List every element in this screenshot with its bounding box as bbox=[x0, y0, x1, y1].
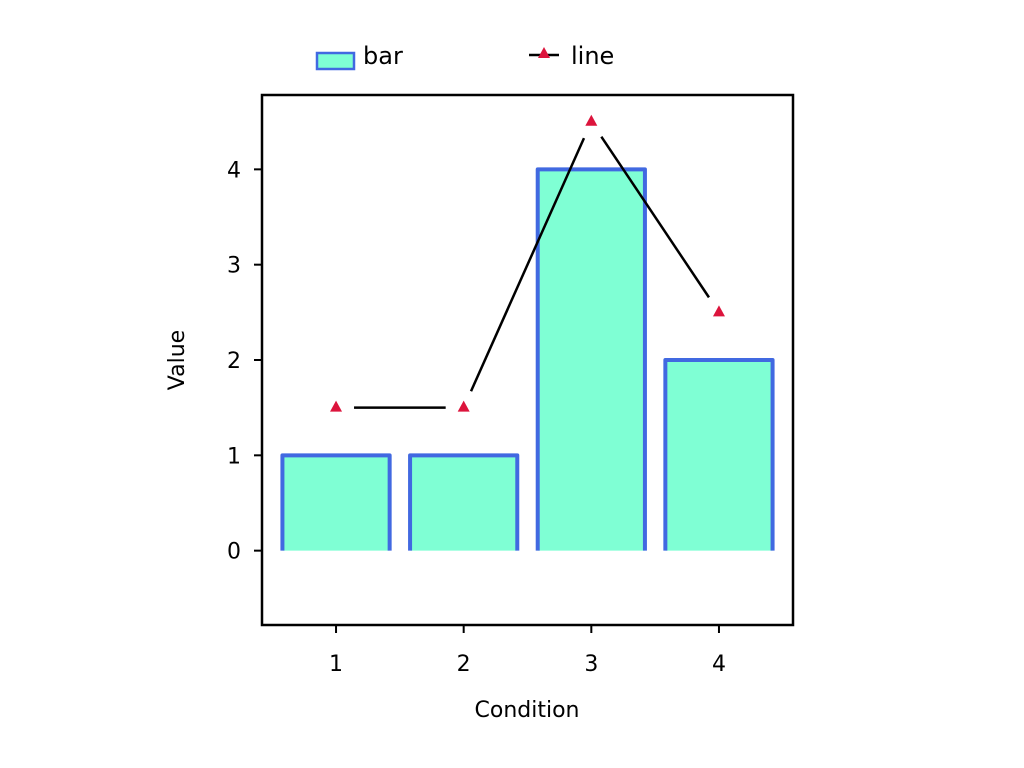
legend-line-marker bbox=[538, 47, 550, 58]
x-axis-label: Condition bbox=[475, 698, 580, 723]
legend-bar-label: bar bbox=[363, 42, 403, 70]
x-tick-label-3: 3 bbox=[584, 652, 598, 677]
legend-line-label: line bbox=[571, 42, 614, 70]
bar-4 bbox=[663, 358, 775, 551]
x-tick-label-2: 2 bbox=[457, 652, 471, 677]
legend-bar-swatch bbox=[315, 51, 356, 71]
plot-area: 0 1 2 3 4 1 2 3 4 bbox=[227, 93, 795, 677]
bar-3 bbox=[535, 167, 647, 551]
x-tick-label-4: 4 bbox=[712, 652, 726, 677]
bar-2 bbox=[408, 453, 520, 551]
legend: bar line bbox=[315, 42, 614, 71]
line-marker-4 bbox=[712, 305, 725, 317]
bar-1 bbox=[280, 453, 392, 551]
line-segment-3 bbox=[600, 135, 710, 299]
y-tick-label-5: 4 bbox=[227, 158, 241, 183]
y-axis-label: Value bbox=[165, 330, 190, 390]
y-tick-label-4: 3 bbox=[227, 254, 241, 279]
line-marker-1 bbox=[330, 400, 343, 412]
y-tick-label-2: 1 bbox=[227, 444, 241, 469]
y-tick-label-3: 2 bbox=[227, 349, 241, 374]
line-marker-3 bbox=[585, 114, 598, 126]
line-segment-2 bbox=[469, 137, 586, 392]
line-marker-2 bbox=[457, 400, 470, 412]
x-tick-label-1: 1 bbox=[329, 652, 343, 677]
y-tick-label-1: 0 bbox=[227, 540, 241, 565]
